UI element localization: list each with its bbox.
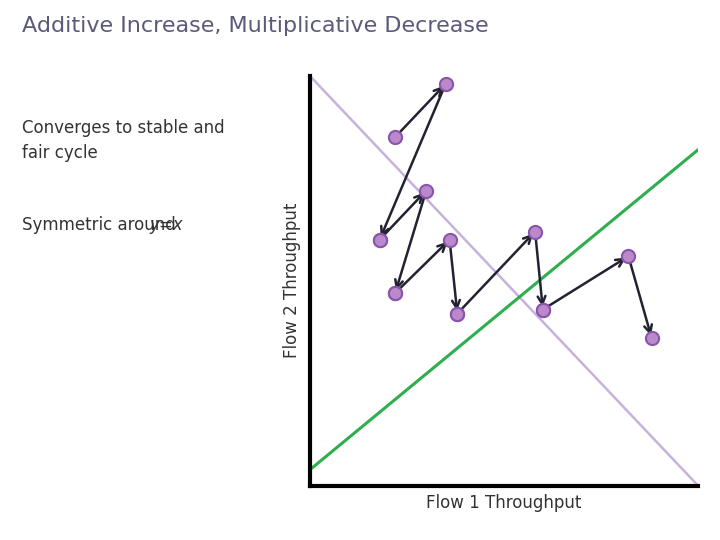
Text: Symmetric around: Symmetric around [22,216,181,234]
Text: Converges to stable and
fair cycle: Converges to stable and fair cycle [22,119,224,162]
Point [529,227,541,236]
Y-axis label: Flow 2 Throughput: Flow 2 Throughput [283,203,301,359]
Point [440,79,451,88]
Point [390,289,401,298]
Point [390,289,401,298]
Point [444,235,455,244]
Text: 44: 44 [685,521,702,535]
Point [374,235,385,244]
Point [420,186,432,195]
Text: Additive Increase, Multiplicative Decrease: Additive Increase, Multiplicative Decrea… [22,16,488,36]
Point [537,305,549,314]
Point [374,235,385,244]
Text: y=x: y=x [150,216,184,234]
Point [451,309,463,318]
Point [390,133,401,141]
X-axis label: Flow 1 Throughput: Flow 1 Throughput [426,494,582,512]
Point [537,305,549,314]
Point [646,334,657,342]
Point [451,309,463,318]
Point [623,252,634,260]
